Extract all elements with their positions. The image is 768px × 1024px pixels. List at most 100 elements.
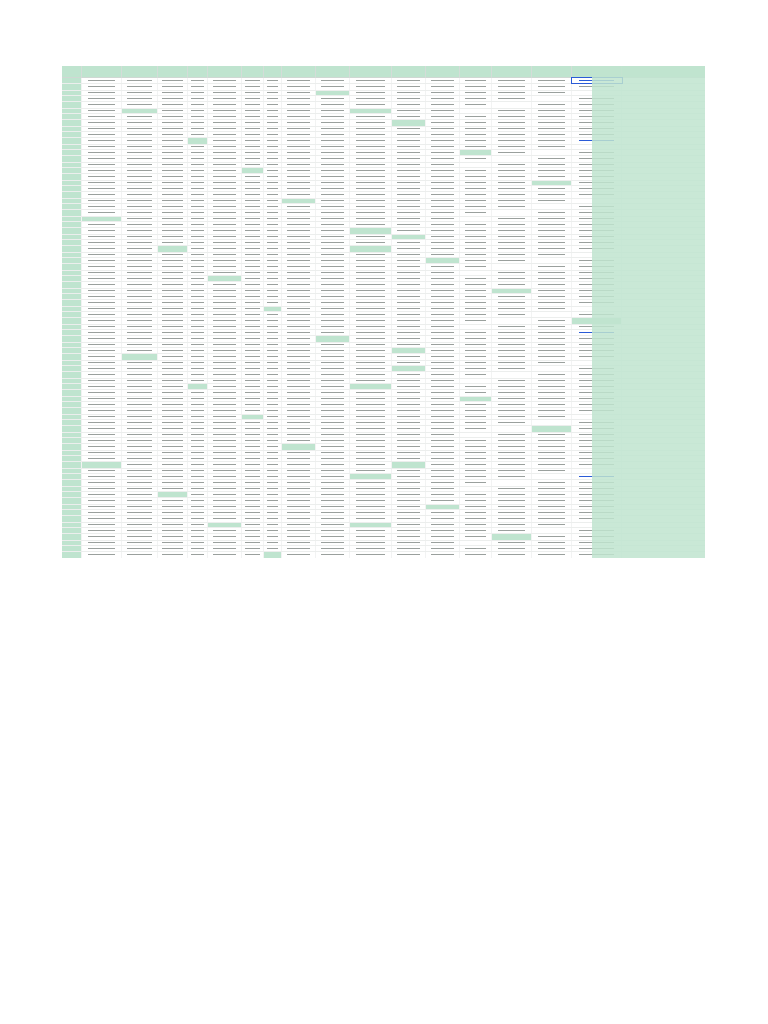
table-cell[interactable] (188, 198, 208, 203)
table-cell[interactable] (242, 173, 264, 180)
table-cell[interactable] (208, 540, 242, 545)
table-cell[interactable] (208, 330, 242, 335)
table-cell[interactable] (392, 162, 426, 167)
table-cell[interactable] (264, 342, 282, 347)
table-cell[interactable] (62, 263, 82, 270)
table-cell[interactable] (532, 461, 572, 468)
table-cell[interactable] (460, 371, 492, 378)
table-cell[interactable] (158, 281, 188, 288)
table-cell[interactable] (264, 330, 282, 335)
table-cell[interactable] (208, 101, 242, 108)
table-cell[interactable] (282, 402, 316, 407)
table-cell[interactable] (426, 204, 460, 209)
table-cell[interactable] (242, 396, 264, 401)
table-cell[interactable] (282, 126, 316, 131)
table-cell[interactable] (122, 234, 158, 239)
table-cell[interactable] (532, 510, 572, 515)
table-cell[interactable] (392, 425, 426, 432)
table-cell[interactable] (492, 522, 532, 527)
table-cell[interactable] (532, 414, 572, 419)
table-cell[interactable] (122, 180, 158, 185)
table-cell[interactable] (62, 384, 82, 389)
table-cell[interactable] (264, 155, 282, 162)
table-cell[interactable] (460, 245, 492, 252)
table-cell[interactable] (158, 360, 188, 365)
table-cell[interactable] (188, 294, 208, 299)
table-cell[interactable] (392, 173, 426, 180)
table-cell[interactable] (392, 132, 426, 137)
table-cell[interactable] (242, 371, 264, 378)
table-cell[interactable] (492, 486, 532, 491)
table-cell[interactable] (316, 132, 350, 137)
table-cell[interactable] (426, 342, 460, 347)
table-cell[interactable] (282, 348, 316, 353)
table-cell[interactable] (426, 371, 460, 378)
table-cell[interactable] (82, 150, 122, 155)
table-cell[interactable] (282, 492, 316, 497)
table-cell[interactable] (122, 522, 158, 527)
table-cell[interactable] (316, 402, 350, 407)
table-cell[interactable] (188, 384, 208, 389)
table-cell[interactable] (392, 240, 426, 245)
table-cell[interactable] (392, 497, 426, 504)
table-cell[interactable] (242, 222, 264, 227)
table-cell[interactable] (316, 438, 350, 443)
table-cell[interactable] (532, 371, 572, 378)
table-cell[interactable] (62, 299, 82, 306)
table-cell[interactable] (460, 402, 492, 407)
table-cell[interactable] (188, 288, 208, 293)
table-cell[interactable] (350, 168, 392, 173)
table-cell[interactable] (350, 504, 392, 509)
table-cell[interactable] (82, 396, 122, 401)
table-cell[interactable] (62, 330, 82, 335)
table-cell[interactable] (122, 551, 158, 558)
table-cell[interactable] (316, 137, 350, 144)
column-header[interactable] (460, 66, 492, 78)
table-cell[interactable] (532, 222, 572, 227)
table-cell[interactable] (122, 96, 158, 101)
table-cell[interactable] (158, 522, 188, 527)
table-cell[interactable] (426, 191, 460, 198)
table-cell[interactable] (62, 245, 82, 252)
table-cell[interactable] (82, 497, 122, 504)
table-cell[interactable] (122, 414, 158, 419)
table-cell[interactable] (282, 522, 316, 527)
table-cell[interactable] (122, 108, 158, 113)
table-cell[interactable] (460, 317, 492, 324)
table-cell[interactable] (492, 108, 532, 113)
table-cell[interactable] (122, 330, 158, 335)
table-cell[interactable] (350, 342, 392, 347)
table-cell[interactable] (532, 162, 572, 167)
table-cell[interactable] (264, 245, 282, 252)
table-cell[interactable] (426, 299, 460, 306)
table-cell[interactable] (350, 263, 392, 270)
table-cell[interactable] (158, 209, 188, 216)
table-cell[interactable] (82, 90, 122, 95)
table-cell[interactable] (316, 258, 350, 263)
table-cell[interactable] (158, 245, 188, 252)
table-cell[interactable] (158, 432, 188, 437)
table-cell[interactable] (188, 414, 208, 419)
table-cell[interactable] (188, 119, 208, 126)
table-cell[interactable] (264, 198, 282, 203)
table-cell[interactable] (460, 497, 492, 504)
table-cell[interactable] (282, 371, 316, 378)
table-cell[interactable] (264, 384, 282, 389)
table-cell[interactable] (188, 486, 208, 491)
table-cell[interactable] (460, 450, 492, 455)
table-cell[interactable] (460, 312, 492, 317)
table-cell[interactable] (62, 468, 82, 473)
table-cell[interactable] (460, 330, 492, 335)
table-cell[interactable] (282, 468, 316, 473)
table-cell[interactable] (158, 132, 188, 137)
table-cell[interactable] (188, 533, 208, 540)
table-cell[interactable] (426, 540, 460, 545)
table-cell[interactable] (460, 191, 492, 198)
column-header[interactable] (242, 66, 264, 78)
table-cell[interactable] (242, 528, 264, 533)
table-cell[interactable] (208, 420, 242, 425)
table-cell[interactable] (492, 191, 532, 198)
table-cell[interactable] (122, 155, 158, 162)
table-cell[interactable] (158, 126, 188, 131)
table-cell[interactable] (158, 90, 188, 95)
